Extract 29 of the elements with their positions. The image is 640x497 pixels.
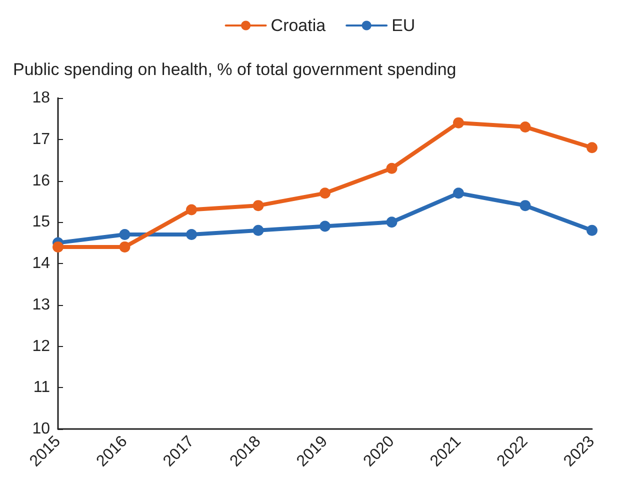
- y-tick-label: 14: [32, 255, 50, 272]
- point: [252, 200, 264, 212]
- y-tick-label: 12: [32, 338, 50, 355]
- point: [386, 162, 398, 174]
- y-tick-label: 13: [32, 296, 50, 314]
- point: [186, 229, 197, 240]
- y-tick-label: 10: [32, 420, 50, 438]
- point: [453, 188, 464, 199]
- y-tick-label: 11: [33, 379, 50, 396]
- point: [320, 220, 330, 232]
- point: [119, 229, 130, 240]
- y-tick-label: 17: [32, 130, 50, 148]
- point: [186, 204, 197, 216]
- point: [520, 121, 531, 132]
- point: [320, 188, 330, 199]
- point: [586, 142, 598, 154]
- point: [386, 216, 398, 228]
- point: [119, 241, 130, 252]
- point: [453, 117, 464, 128]
- y-axis-title: Public spending on health, % of total government spending: [13, 60, 456, 79]
- y-tick-label: 18: [32, 90, 50, 106]
- y-tick-label: 16: [32, 172, 50, 190]
- point: [586, 224, 598, 236]
- point: [52, 241, 64, 252]
- legend-label: EU: [392, 16, 416, 35]
- point: [252, 224, 264, 236]
- point: [520, 200, 531, 212]
- legend-label: Croatia: [270, 16, 326, 35]
- y-tick-label: 15: [32, 214, 50, 231]
